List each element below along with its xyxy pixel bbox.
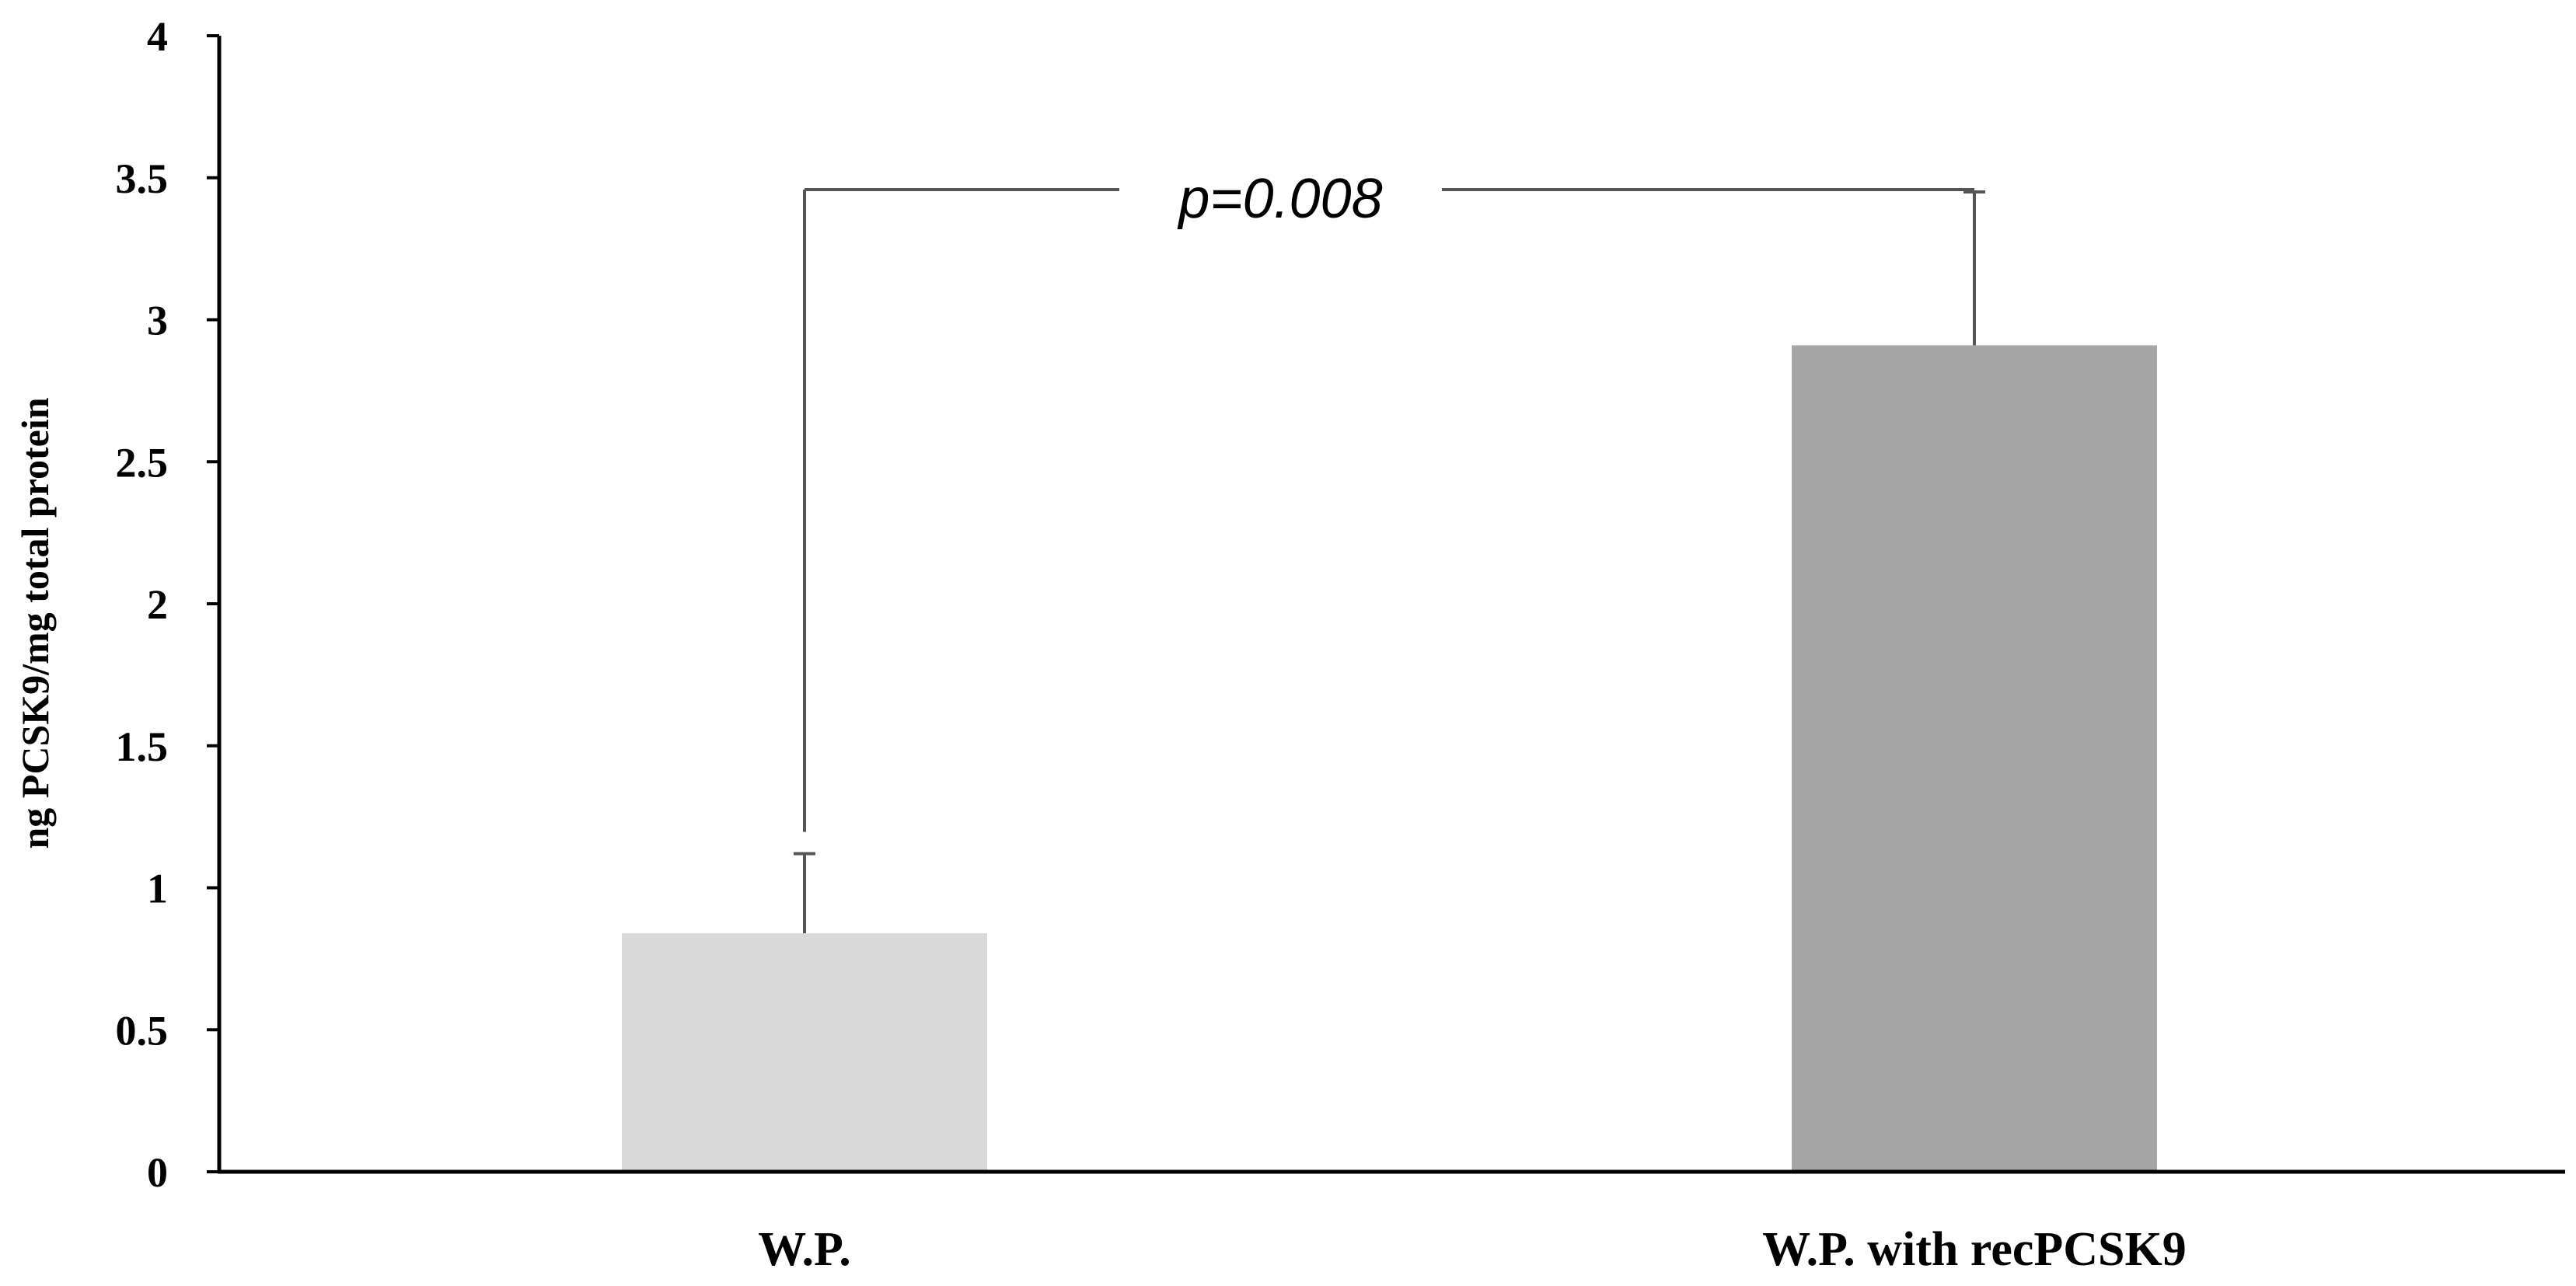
y-tick-label: 0.5 [116,1007,169,1054]
x-axis-labels: W.P. W.P. with recPCSK9 [758,1223,2186,1276]
y-tick-label: 2.5 [116,439,169,486]
x-category-label: W.P. [758,1223,851,1276]
y-tick-label: 0 [147,1149,168,1196]
bars [622,345,2157,1172]
y-tick-label: 4 [147,13,168,60]
significance-bracket [803,188,1974,832]
y-axis-ticks: 0 0.5 1 1.5 2 2.5 3 3.5 4 [116,13,219,1196]
p-value-annotation: p=0.008 [1177,168,1382,230]
y-axis-label: ng PCSK9/mg total protein [13,397,57,849]
y-tick-label: 3 [147,298,168,344]
y-tick-label: 2 [147,581,168,628]
y-tick-label: 3.5 [116,155,169,202]
bar [1792,345,2157,1172]
bar [622,932,987,1172]
x-category-label: W.P. with recPCSK9 [1762,1223,2186,1276]
error-bars [794,190,1985,933]
y-tick-label: 1 [147,866,168,912]
y-tick-label: 1.5 [116,723,169,770]
